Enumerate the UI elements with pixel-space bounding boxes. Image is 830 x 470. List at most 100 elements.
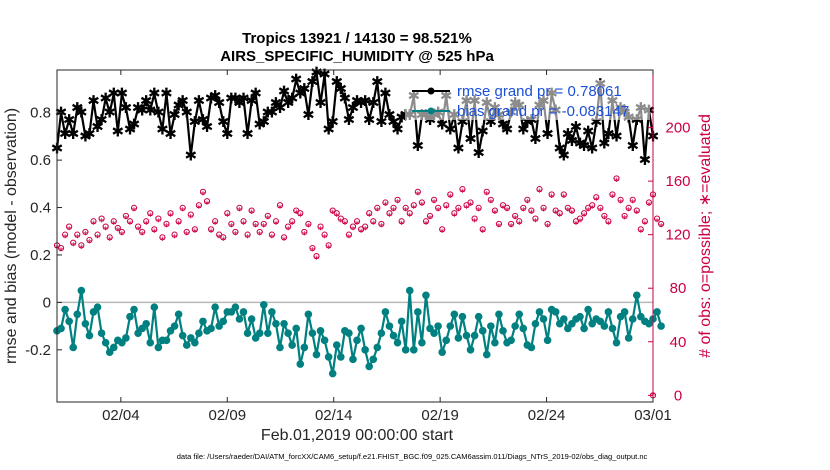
bias-point [81,319,90,328]
rmse-point: ✱ [339,89,352,107]
obs-possible-point [297,210,304,217]
rmse-point: ✱ [213,94,226,112]
obs-evaluated-point: * [476,206,481,217]
rmse-point: ✱ [209,87,222,105]
obs-possible-point [183,228,190,236]
bias-point [482,350,491,359]
bias-point [560,315,568,323]
rmse-point: ✱ [128,116,141,134]
rmse-point: ✱ [302,106,315,124]
rmse-point: ✱ [639,151,652,169]
obs-evaluated-point: * [156,217,161,228]
bias-point [109,343,118,352]
bias-point [487,322,495,330]
obs-evaluated-point: * [387,211,392,222]
bias-point [499,327,507,335]
obs-possible-point [617,196,624,203]
obs-possible-point [422,218,430,225]
bias-point [401,346,410,354]
obs-possible-point [589,202,596,209]
obs-evaluated-point: * [448,193,453,204]
bias-point [292,324,301,333]
obs-evaluated-point: * [79,244,84,255]
obs-evaluated-point: * [634,209,639,220]
obs-possible-point [289,218,296,225]
rmse-point: ✱ [351,92,364,110]
obs-possible-point [528,207,535,214]
obs-possible-point [240,218,247,225]
obs-possible-point [366,210,373,217]
rmse-point: ✱ [363,111,376,129]
rmse-point: ✱ [274,99,287,117]
bias-point [170,322,179,330]
obs-evaluated-point: * [460,187,465,198]
obs-possible-point [325,242,332,249]
obs-possible-point [362,223,369,230]
bias-point [93,303,102,311]
obs-possible-point [398,218,405,225]
rmse-point: ✱ [290,70,303,88]
obs-evaluated-point: * [277,203,282,214]
y-tick-label: 0.4 [30,200,51,217]
obs-possible-point [220,234,227,241]
y-right-tick-label: 0 [674,387,682,404]
bias-point [628,315,637,323]
obs-possible-point [203,198,211,205]
obs-evaluated-point: * [500,203,505,214]
obs-possible-point [333,210,340,217]
obs-possible-point [451,210,458,217]
obs-evaluated-point: * [249,209,254,220]
obs-possible-point [443,202,450,209]
bias-point [178,331,187,340]
obs-possible-point [394,196,401,203]
rmse-point: ✱ [253,116,266,134]
bias-point [211,303,219,311]
rmse-point: ✱ [347,99,360,117]
obs-possible-point [309,244,316,252]
bias-point [580,324,588,333]
obs-evaluated-point: * [71,241,76,252]
obs-evaluated-point: * [573,219,578,230]
obs-evaluated-point: * [286,225,291,236]
obs-evaluated-point: * [411,203,416,214]
bias-point [632,291,641,300]
obs-evaluated-point: * [533,217,538,228]
obs-possible-point [597,204,604,211]
x-tick-label: 02/09 [209,407,247,424]
obs-possible-point [568,207,576,214]
obs-evaluated-point: * [578,217,583,228]
obs-evaluated-point: * [606,219,611,230]
bias-point [515,310,524,319]
obs-possible-point [139,228,146,236]
rmse-point: ✱ [472,144,485,162]
bias-point [620,308,629,316]
rmse-point: ✱ [172,97,185,115]
obs-evaluated-point: * [123,214,128,225]
obs-evaluated-point: * [407,211,412,222]
bias-point [430,329,438,338]
obs-evaluated-point: * [452,211,457,222]
obs-evaluated-point: * [598,206,603,217]
obs-evaluated-point: * [99,217,104,228]
rmse-point: ✱ [99,89,112,107]
obs-evaluated-point: * [521,206,526,217]
bias-point [608,324,617,333]
bias-point [389,331,398,340]
rmse-point: ✱ [598,135,611,153]
obs-possible-point [321,231,328,238]
bias-point [345,329,353,338]
bias-point [320,336,329,345]
obs-evaluated-point: * [148,211,153,222]
obs-evaluated-point: * [464,203,469,214]
obs-possible-point [90,218,97,225]
obs-possible-point [62,231,69,238]
obs-evaluated-point: * [75,233,80,244]
bias-point [154,343,163,352]
bias-point [442,336,451,345]
legend-rmse-marker [427,87,435,95]
obs-evaluated-point: * [432,198,437,209]
obs-possible-point [134,223,142,230]
rmse-point: ✱ [355,94,368,112]
obs-evaluated-point: * [646,201,651,212]
bias-point [65,317,73,326]
